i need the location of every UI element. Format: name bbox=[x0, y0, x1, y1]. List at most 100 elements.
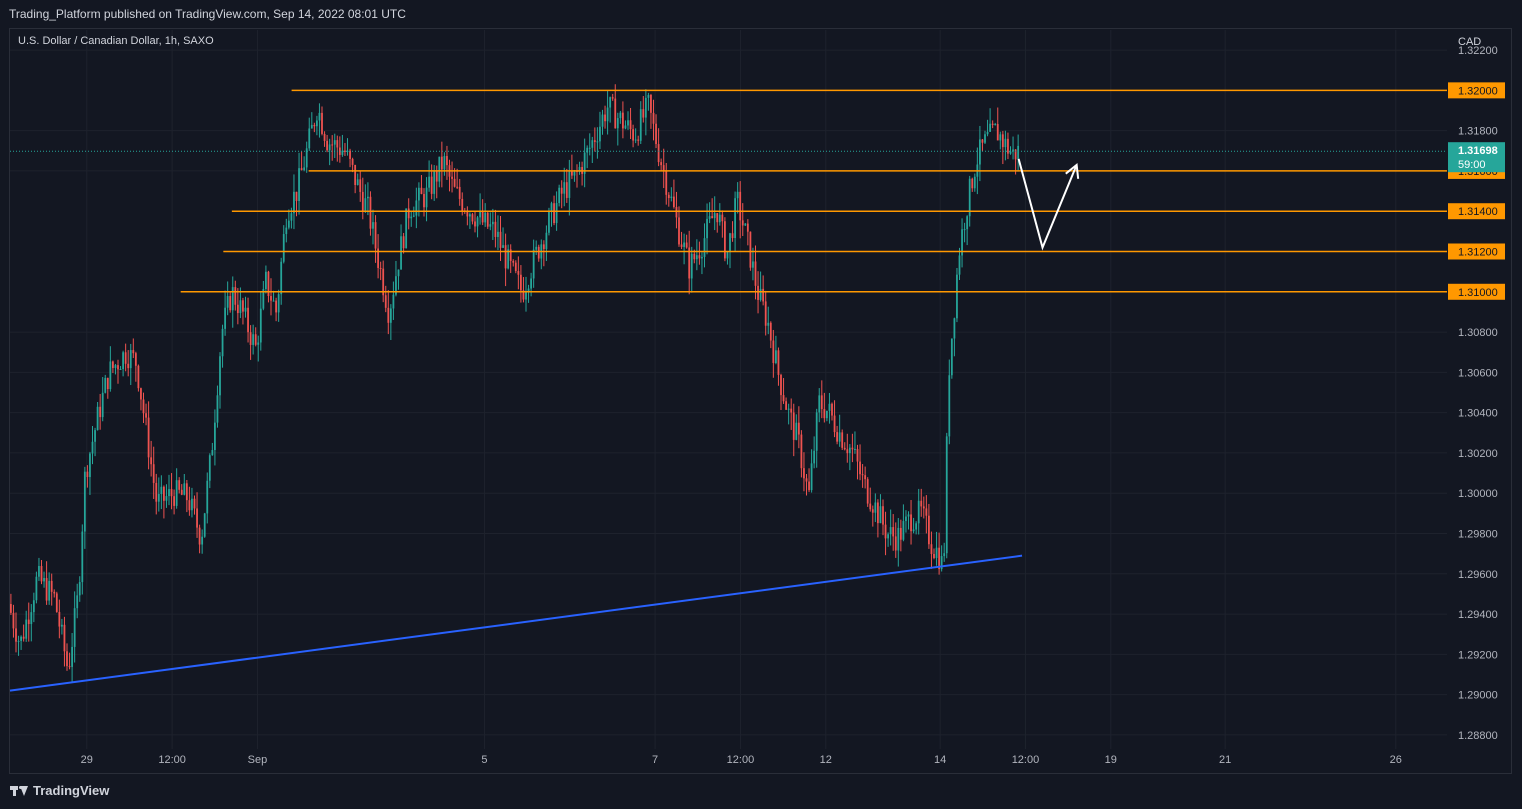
candle-down bbox=[461, 198, 464, 211]
candle-up bbox=[708, 216, 711, 219]
candle-down bbox=[593, 140, 596, 142]
candle-down bbox=[173, 496, 175, 506]
candle-down bbox=[456, 186, 459, 188]
candle-up bbox=[395, 276, 397, 295]
candle-up bbox=[961, 229, 963, 256]
tradingview-logo[interactable]: TradingView bbox=[10, 783, 109, 798]
candle-down bbox=[991, 123, 994, 126]
candle-down bbox=[331, 144, 334, 146]
candle-up bbox=[489, 224, 492, 227]
support-trendline bbox=[9, 554, 1023, 692]
candle-up bbox=[907, 514, 910, 517]
candle-down bbox=[762, 288, 765, 302]
price-chart[interactable]: CAD1.322001.318001.316001.308001.306001.… bbox=[0, 0, 1522, 776]
candle-up bbox=[935, 547, 938, 559]
candle-up bbox=[305, 148, 308, 168]
candle-up bbox=[364, 198, 367, 212]
candle-up bbox=[25, 619, 28, 639]
candle-down bbox=[841, 432, 844, 448]
candle-down bbox=[458, 186, 461, 199]
candle-up bbox=[624, 125, 627, 129]
candle-down bbox=[866, 479, 869, 504]
candle-down bbox=[234, 287, 237, 305]
candle-up bbox=[252, 334, 255, 345]
candle-down bbox=[1007, 138, 1009, 154]
candle-up bbox=[476, 217, 479, 227]
candle-up bbox=[497, 231, 499, 237]
candle-down bbox=[520, 274, 522, 291]
candle-down bbox=[446, 156, 448, 166]
candle-up bbox=[795, 422, 798, 440]
candle-up bbox=[787, 408, 790, 410]
candle-up bbox=[530, 278, 532, 289]
candle-up bbox=[285, 227, 288, 235]
candle-up bbox=[573, 170, 576, 176]
candle-up bbox=[999, 134, 1002, 141]
candle-down bbox=[894, 536, 897, 551]
candle-up bbox=[211, 450, 214, 456]
candle-up bbox=[683, 242, 685, 247]
candle-up bbox=[767, 322, 770, 326]
candle-down bbox=[716, 213, 719, 223]
candle-down bbox=[642, 109, 645, 118]
candles-group bbox=[10, 84, 1020, 683]
candle-down bbox=[55, 593, 58, 612]
candle-down bbox=[407, 208, 410, 219]
candle-down bbox=[757, 285, 759, 300]
footer-bar bbox=[0, 776, 1522, 809]
candle-down bbox=[655, 123, 657, 145]
candle-up bbox=[706, 218, 708, 239]
candle-down bbox=[45, 578, 48, 601]
candle-down bbox=[247, 307, 249, 333]
candle-up bbox=[854, 448, 856, 450]
candle-down bbox=[249, 332, 252, 345]
candle-down bbox=[323, 133, 326, 141]
candle-down bbox=[698, 255, 701, 259]
candle-up bbox=[1012, 149, 1014, 152]
candle-down bbox=[402, 236, 405, 249]
candle-up bbox=[201, 536, 204, 545]
candle-down bbox=[58, 611, 61, 627]
candle-down bbox=[440, 156, 443, 170]
candle-up bbox=[328, 144, 331, 151]
candle-up bbox=[38, 565, 40, 577]
candle-down bbox=[632, 129, 634, 141]
y-tick-label: 1.32200 bbox=[1458, 45, 1498, 57]
candle-up bbox=[122, 352, 124, 370]
candle-up bbox=[405, 208, 408, 249]
candle-down bbox=[933, 553, 935, 559]
candle-down bbox=[63, 624, 66, 652]
candle-up bbox=[902, 521, 905, 540]
candle-down bbox=[938, 547, 940, 570]
y-tick-label: 1.30600 bbox=[1458, 367, 1498, 379]
candle-down bbox=[553, 203, 555, 224]
candle-up bbox=[356, 179, 359, 186]
candle-down bbox=[142, 399, 145, 414]
candle-up bbox=[280, 261, 283, 295]
candle-down bbox=[749, 231, 752, 268]
candle-down bbox=[571, 171, 573, 176]
candle-down bbox=[861, 474, 864, 476]
level-price-badge bbox=[1448, 203, 1505, 220]
x-tick-label: 5 bbox=[481, 754, 487, 766]
y-tick-label: 1.29000 bbox=[1458, 690, 1498, 702]
candle-up bbox=[1009, 151, 1012, 154]
candle-down bbox=[147, 417, 150, 458]
bar-countdown: 59:00 bbox=[1458, 159, 1486, 171]
candle-down bbox=[797, 422, 800, 435]
candle-down bbox=[127, 363, 130, 369]
candle-down bbox=[512, 260, 515, 263]
candle-down bbox=[629, 120, 632, 130]
candle-down bbox=[466, 211, 469, 217]
candle-up bbox=[690, 253, 693, 279]
candle-up bbox=[568, 171, 571, 198]
candle-up bbox=[647, 94, 650, 98]
candle-up bbox=[415, 200, 418, 216]
candle-up bbox=[950, 338, 953, 376]
candle-up bbox=[813, 450, 816, 464]
candle-up bbox=[341, 150, 344, 155]
candle-up bbox=[239, 300, 242, 314]
candle-up bbox=[989, 123, 991, 132]
candle-down bbox=[522, 290, 525, 300]
candle-up bbox=[43, 578, 45, 582]
